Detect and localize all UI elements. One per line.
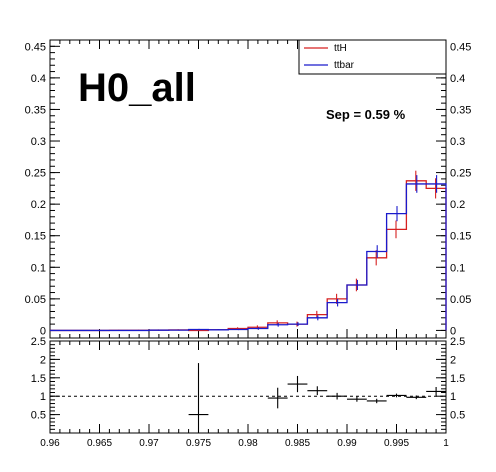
x-tick-label: 0.995 [384, 438, 409, 449]
y-tick-label-left: 0 [40, 325, 46, 337]
chart-title: H0_all [78, 66, 196, 110]
main-axis-ticks: 0 0 0.05 0.05 0.1 0.1 0.15 0.15 0.2 0.2 0.25 0.25 0.… [25, 40, 471, 338]
y-tick-label-right: 0.45 [450, 41, 471, 53]
y-tick-label-left: 0.15 [25, 231, 46, 243]
ratio-y-tick-label-left: 1.5 [31, 373, 46, 385]
x-tick-label: 0.96 [40, 438, 60, 449]
ratio-y-tick-label-left: 1 [40, 391, 46, 403]
y-tick-label-right: 0.25 [450, 168, 471, 180]
histograms [50, 170, 447, 332]
y-tick-label-right: 0.4 [450, 73, 465, 85]
y-tick-label-left: 0.2 [31, 199, 46, 211]
legend: ttH ttbar [298, 39, 447, 75]
x-tick-label: 0.97 [139, 438, 159, 449]
legend-label-tth: ttH [334, 43, 347, 54]
x-tick-label: 0.98 [238, 438, 258, 449]
x-tick-label: 1 [443, 438, 449, 449]
separation-annotation: Sep = 0.59 % [326, 107, 406, 122]
y-tick-label-right: 0.35 [450, 104, 471, 116]
x-tick-label: 0.985 [285, 438, 310, 449]
ratio-y-tick-label-right: 1 [450, 391, 456, 403]
histogram-ttbar [50, 183, 447, 332]
ratio-points [188, 363, 446, 433]
y-tick-label-left: 0.4 [31, 73, 46, 85]
y-tick-label-right: 0.1 [450, 262, 465, 274]
x-tick-label: 0.965 [87, 438, 112, 449]
ratio-y-tick-label-left: 2.5 [31, 336, 46, 348]
ratio-y-tick-label-left: 2 [40, 354, 46, 366]
ratio-y-tick-label-right: 1.5 [450, 373, 465, 385]
y-tick-label-left: 0.25 [25, 168, 46, 180]
y-tick-label-right: 0 [450, 325, 456, 337]
ratio-axis-ticks: 0.5 0.5 1 1 1.5 1.5 2 2 2.5 2.5 0.96 0.965 0.97 0.975… [31, 336, 466, 449]
legend-box [298, 39, 447, 75]
y-tick-label-left: 0.45 [25, 41, 46, 53]
y-tick-label-left: 0.1 [31, 262, 46, 274]
y-tick-label-right: 0.2 [450, 199, 465, 211]
ratio-y-tick-label-left: 0.5 [31, 410, 46, 422]
x-tick-label: 0.99 [337, 438, 357, 449]
y-tick-label-left: 0.35 [25, 104, 46, 116]
legend-label-ttbar: ttbar [334, 60, 355, 71]
y-tick-label-right: 0.15 [450, 231, 471, 243]
y-tick-label-left: 0.3 [31, 136, 46, 148]
ratio-y-tick-label-right: 0.5 [450, 410, 465, 422]
y-tick-label-right: 0.3 [450, 136, 465, 148]
ratio-y-tick-label-right: 2.5 [450, 336, 465, 348]
y-tick-label-right: 0.05 [450, 294, 471, 306]
ratio-y-tick-label-right: 2 [450, 354, 456, 366]
x-tick-label: 0.975 [186, 438, 211, 449]
y-tick-label-left: 0.05 [25, 294, 46, 306]
